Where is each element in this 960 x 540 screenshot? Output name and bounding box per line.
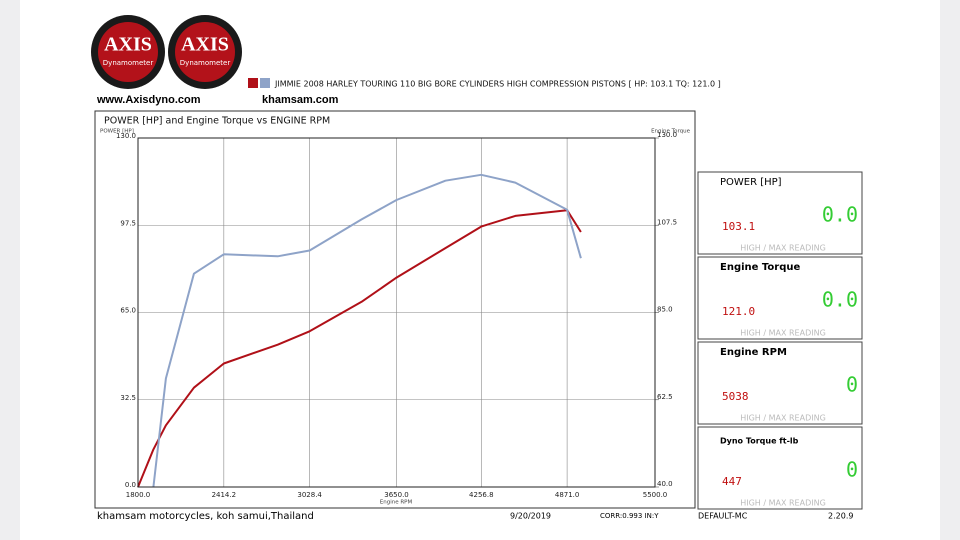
panel-note: HIGH / MAX READING [740, 499, 826, 508]
y-tick-label: 32.5 [120, 394, 136, 402]
legend-swatch [260, 78, 270, 88]
panel-reading: 0.0 [822, 203, 858, 227]
plot-frame [137, 137, 656, 488]
y2-axis-label: Engine Torque [651, 129, 691, 135]
panel-label: Engine Torque [720, 262, 800, 273]
panel-note: HIGH / MAX READING [740, 244, 826, 253]
readout-panel [697, 341, 863, 425]
y2-tick-label: 130.0 [657, 131, 677, 139]
x-tick-label: 3028.4 [297, 491, 322, 499]
panel-label: Dyno Torque ft-lb [720, 437, 799, 446]
panel-reading: 0 [846, 373, 858, 397]
panels: POWER [HP] 103.1 0.0 HIGH / MAX READING Engi… [697, 171, 863, 510]
logo: AXIS Dynamometer [91, 15, 165, 89]
x-tick-label: 4256.8 [469, 491, 494, 499]
footer-shop: khamsam motorcycles, koh samui,Thailand [97, 511, 314, 522]
panel-label: Engine RPM [720, 347, 787, 358]
logo-brand: AXIS [181, 34, 229, 56]
panel-note: HIGH / MAX READING [740, 414, 826, 423]
x-tick-label: 3650.0 [384, 491, 409, 499]
y-tick-label: 0.0 [125, 481, 136, 489]
readout-panel [697, 426, 863, 510]
panel-value: 447 [722, 475, 742, 488]
panel-value: 121.0 [722, 305, 755, 318]
x-tick-label: 1800.0 [126, 491, 151, 499]
legend-swatch [248, 78, 258, 88]
logo-brand: AXIS [104, 34, 152, 56]
chart-title: POWER [HP] and Engine Torque vs ENGINE R… [104, 116, 330, 127]
x-tick-label: 2414.2 [212, 491, 237, 499]
logo: AXIS Dynamometer [168, 15, 242, 89]
logo-sub: Dynamometer [180, 59, 231, 67]
legend-label: JIMMIE 2008 HARLEY TOURING 110 BIG BORE … [274, 80, 721, 89]
shop-site: khamsam.com [262, 94, 339, 106]
footer-profile: DEFAULT-MC [698, 512, 748, 521]
x-tick-label: 5500.0 [643, 491, 668, 499]
panel-note: HIGH / MAX READING [740, 329, 826, 338]
readout-panel [697, 256, 863, 340]
y2-tick-label: 107.5 [657, 218, 677, 226]
panel-reading: 0.0 [822, 288, 858, 312]
y-tick-label: 130.0 [116, 132, 136, 140]
y-axis-label: POWER [HP] [100, 129, 134, 135]
x-tick-label: 4871.0 [555, 491, 580, 499]
panel-reading: 0 [846, 458, 858, 482]
x-axis-label: Engine RPM [380, 500, 413, 506]
y2-tick-label: 40.0 [657, 480, 673, 488]
panel-value: 103.1 [722, 220, 755, 233]
logo-sub: Dynamometer [103, 59, 154, 67]
footer-version: 2.20.9 [828, 512, 853, 521]
y-tick-label: 97.5 [120, 219, 136, 227]
series-line [137, 209, 582, 488]
footer-date: 9/20/2019 [510, 512, 551, 521]
panel-label: POWER [HP] [720, 177, 782, 188]
chart-frame [94, 110, 696, 509]
y2-tick-label: 62.5 [657, 393, 673, 401]
y2-tick-label: 85.0 [657, 306, 673, 314]
left-margin [0, 0, 20, 540]
website: www.Axisdyno.com [96, 94, 201, 106]
footer-corr: CORR:0.993 IN:Y [600, 512, 659, 520]
panel-value: 5038 [722, 390, 749, 403]
y-tick-label: 65.0 [120, 307, 136, 315]
right-margin [940, 0, 960, 540]
series-line [152, 173, 582, 488]
readout-panel [697, 171, 863, 255]
